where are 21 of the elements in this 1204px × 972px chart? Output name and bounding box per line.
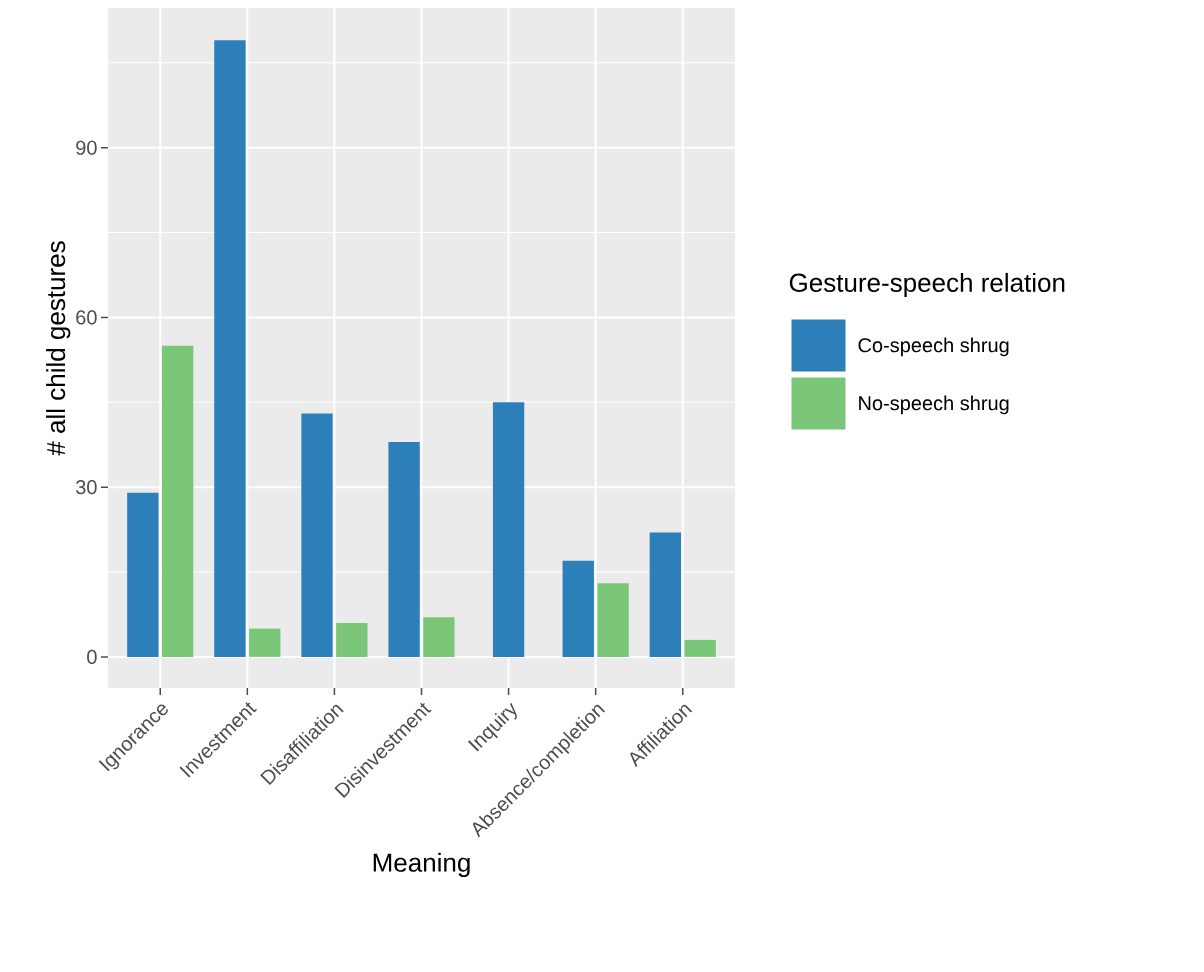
bar <box>161 345 194 657</box>
bar <box>127 492 159 657</box>
bar <box>249 628 281 657</box>
text: No-speech shrug <box>859 395 1009 415</box>
y-tick-label: 0 <box>87 649 97 664</box>
bar <box>336 622 368 657</box>
bar <box>423 617 455 657</box>
y-axis-title: # all child gestures <box>46 241 71 456</box>
bar <box>562 560 594 657</box>
legend-title: Gesture-speech relation <box>789 272 1065 298</box>
text: Co-speech shrug <box>858 337 1009 357</box>
y-tick-label: 60 <box>76 310 97 325</box>
y-tick-label: 30 <box>75 480 97 495</box>
y-tick-label: 90 <box>76 140 97 155</box>
bar <box>684 639 716 657</box>
bar <box>649 532 682 657</box>
bar <box>388 441 420 657</box>
bar <box>301 413 333 657</box>
x-axis-title: Meaning <box>373 852 470 878</box>
bar <box>597 583 629 657</box>
bar <box>214 40 246 657</box>
